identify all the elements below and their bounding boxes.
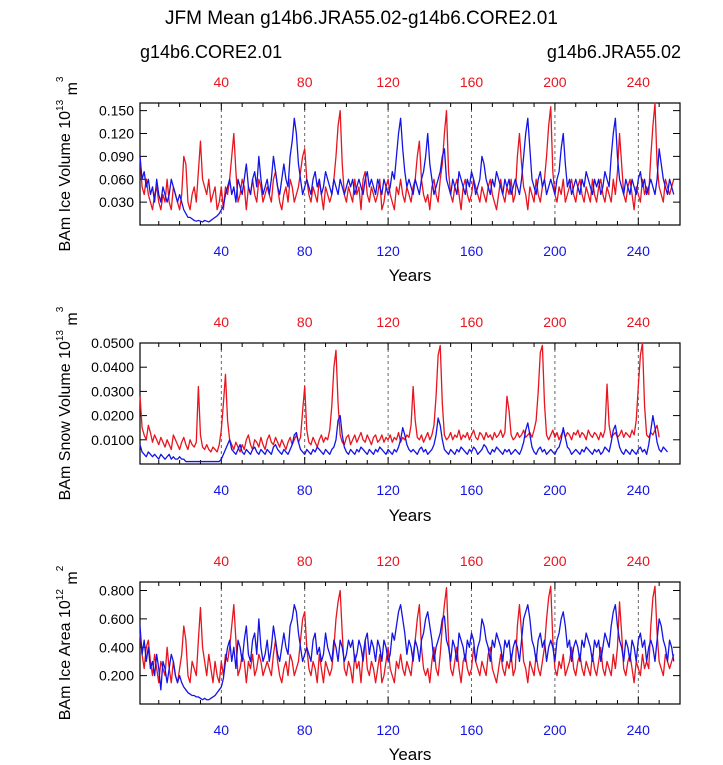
panel-3-xtick-label-bottom: 80 [297,722,313,738]
panel-2-xtick-label-bottom: 200 [543,482,567,498]
panel-1-xlabel: Years [389,266,432,285]
panel-1-xtick-label-bottom: 40 [214,243,230,259]
panel-3-xtick-label-top: 40 [214,553,230,569]
panel-2-xlabel: Years [389,506,432,525]
panel-2-ytick-label: 0.0500 [91,335,134,351]
panel-1-ytick-label: 0.150 [99,103,134,119]
panel-3-series-jra [139,604,675,701]
panel-2-xtick-label-bottom: 160 [460,482,484,498]
panel-3-ytick-label: 0.200 [99,668,134,684]
panel-2-xtick-label-top: 240 [627,314,651,330]
panel-3-xlabel: Years [389,745,432,764]
panel-3-xtick-label-top: 240 [627,553,651,569]
panel-1-ytick-label: 0.030 [99,194,134,210]
panel-3-xtick-label-top: 80 [297,553,313,569]
panel-1-xtick-label-bottom: 200 [543,243,567,259]
panel-3-ytick-label: 0.400 [99,639,134,655]
panel-2-xtick-label-bottom: 80 [297,482,313,498]
panel-1-ylabel: BAm Ice Volume 1013 m3 [55,76,81,251]
panel-1-xtick-label-bottom: 120 [376,243,400,259]
panel-1-xtick-label-top: 120 [376,74,400,90]
panel-3-xtick-label-bottom: 160 [460,722,484,738]
panel-1-ytick-label: 0.060 [99,171,134,187]
panel-1-xtick-label-top: 200 [543,74,567,90]
panel-3-xtick-label-bottom: 200 [543,722,567,738]
panel-3-ylabel: BAm Ice Area 1012 m2 [55,565,81,720]
chart-title: JFM Mean g14b6.JRA55.02-g14b6.CORE2.01 [165,8,558,29]
panel-2-xtick-label-top: 40 [214,314,230,330]
panel-3-xtick-label-bottom: 40 [214,722,230,738]
panel-2-ytick-label: 0.0300 [91,383,134,399]
panel-1-xtick-label-top: 160 [460,74,484,90]
panel-3-xtick-label-bottom: 240 [627,722,651,738]
panel-2-ytick-label: 0.0400 [91,359,134,375]
legend-core: g14b6.CORE2.01 [140,42,283,62]
panel-2-ylabel: BAm Snow Volume 1013 m3 [55,306,81,500]
panel-2-ytick-label: 0.0200 [91,408,134,424]
panel-1-xtick-label-bottom: 240 [627,243,651,259]
panel-2-series-jra [139,414,668,463]
panel-1-xtick-label-top: 240 [627,74,651,90]
panel-1-xtick-label-top: 80 [297,74,313,90]
panel-3-ytick-label: 0.800 [99,583,134,599]
panel-1-xtick-label-bottom: 80 [297,243,313,259]
panel-2-xtick-label-top: 160 [460,314,484,330]
panel-2-xtick-label-top: 120 [376,314,400,330]
panel-2-xtick-label-bottom: 120 [376,482,400,498]
panel-3-xtick-label-top: 120 [376,553,400,569]
panel-3-frame [139,581,681,705]
panel-3-xtick-label-top: 200 [543,553,567,569]
panel-2-xtick-label-bottom: 240 [627,482,651,498]
panel-1-xtick-label-top: 40 [214,74,230,90]
legend-jra: g14b6.JRA55.02 [546,42,681,62]
panel-3-ytick-label: 0.600 [99,611,134,627]
panel-3-xtick-label-top: 160 [460,553,484,569]
panel-1-series-core [139,102,675,211]
panel-3-series-core [139,585,675,684]
panel-2-xtick-label-top: 80 [297,314,313,330]
panel-1-xtick-label-bottom: 160 [460,243,484,259]
panel-1-ytick-label: 0.120 [99,126,134,142]
panel-2-ytick-label: 0.0100 [91,432,134,448]
panel-2-xtick-label-bottom: 40 [214,482,230,498]
panel-1-ytick-label: 0.090 [99,148,134,164]
panel-1-series-jra [139,117,675,223]
panel-3-xtick-label-bottom: 120 [376,722,400,738]
panel-2-series-core [139,342,660,453]
panel-2-xtick-label-top: 200 [543,314,567,330]
